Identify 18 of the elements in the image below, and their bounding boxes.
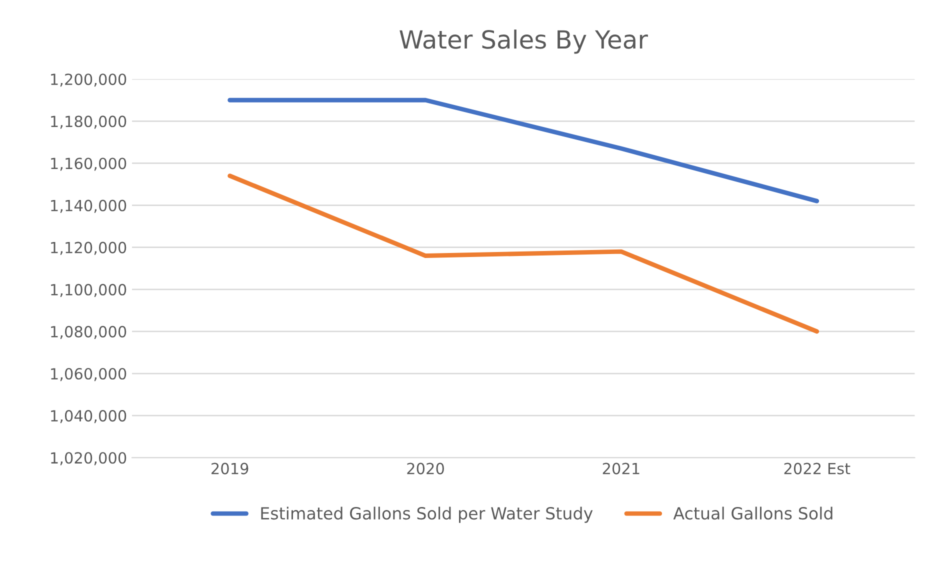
legend-label: Estimated Gallons Sold per Water Study — [261, 506, 593, 523]
y-tick-label: 1,120,000 — [51, 242, 126, 255]
y-tick-label: 1,040,000 — [51, 410, 126, 424]
y-tick-label: 1,100,000 — [51, 284, 126, 297]
y-tick-label: 1,020,000 — [51, 452, 126, 466]
y-tick-label: 1,080,000 — [51, 326, 126, 340]
y-tick-label: 1,060,000 — [51, 368, 126, 382]
y-tick-label: 1,180,000 — [51, 116, 126, 129]
x-tick-label: 2019 — [212, 462, 248, 474]
chart-title: Water Sales By Year — [400, 30, 648, 54]
x-tick-label: 2020 — [407, 462, 444, 474]
legend-label: Actual Gallons Sold — [673, 506, 832, 520]
x-tick-label: 2022 Est — [784, 462, 850, 474]
y-tick-label: 1,160,000 — [51, 158, 126, 171]
line-series — [228, 174, 820, 334]
y-tick-label: 1,140,000 — [51, 200, 126, 213]
x-tick-label: 2021 — [602, 462, 640, 474]
y-tick-label: 1,200,000 — [51, 74, 126, 87]
